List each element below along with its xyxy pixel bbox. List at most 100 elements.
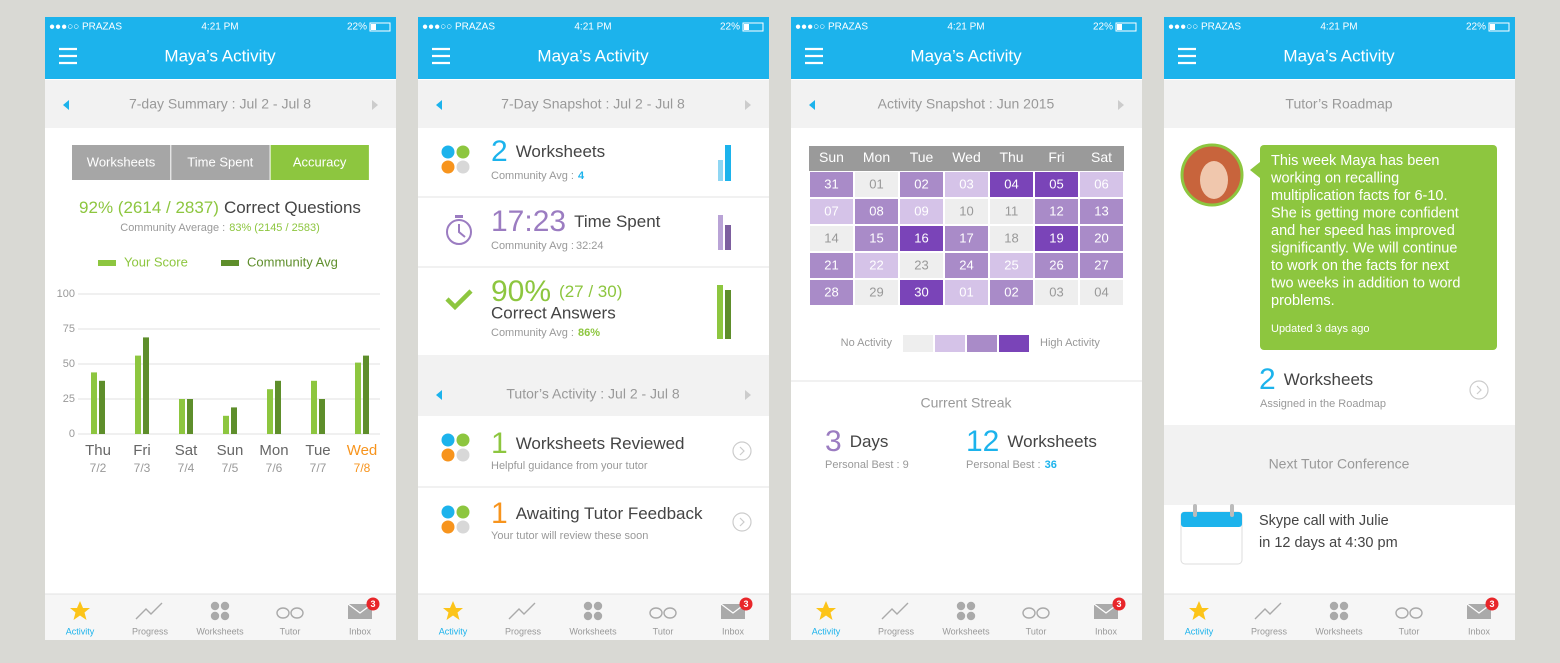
calendar-cell bbox=[1080, 199, 1123, 224]
tab-icon[interactable] bbox=[721, 604, 745, 619]
tab-icon[interactable] bbox=[956, 611, 966, 621]
calendar-day: 04 bbox=[1004, 176, 1018, 191]
tab-icon[interactable] bbox=[210, 611, 220, 621]
next-arrow[interactable] bbox=[745, 390, 751, 400]
weekday: Tue bbox=[910, 149, 934, 165]
metric: 90% (27 / 30) bbox=[491, 275, 622, 308]
chevron-button[interactable] bbox=[732, 441, 752, 461]
tab-icon[interactable] bbox=[1022, 607, 1036, 619]
tab-icon[interactable] bbox=[220, 611, 230, 621]
battery-level bbox=[1117, 24, 1122, 30]
tab-icon[interactable] bbox=[583, 611, 593, 621]
status-time: 4:21 PM bbox=[1320, 22, 1357, 33]
section-band bbox=[791, 80, 1142, 128]
tab-icon[interactable] bbox=[593, 611, 603, 621]
next-arrow[interactable] bbox=[372, 100, 378, 110]
streak-best: Personal Best : 9 bbox=[825, 459, 909, 471]
calendar-day: 04 bbox=[1094, 284, 1108, 299]
calendar-day: 05 bbox=[1049, 176, 1063, 191]
calendar-cell bbox=[1080, 253, 1123, 278]
tab-icon[interactable] bbox=[1339, 611, 1349, 621]
tab-icon[interactable] bbox=[1094, 604, 1118, 619]
calendar-cell bbox=[990, 280, 1033, 305]
legend-swatch bbox=[935, 335, 965, 352]
calendar-cell bbox=[900, 253, 943, 278]
tab-icon[interactable] bbox=[649, 607, 663, 619]
x-tick-label: Sat bbox=[175, 442, 198, 459]
tab-icon[interactable] bbox=[1395, 607, 1409, 619]
calendar-cell bbox=[945, 199, 988, 224]
tab-icon[interactable] bbox=[220, 601, 230, 611]
tab-label: Worksheets bbox=[1315, 626, 1363, 636]
label-part: 12 bbox=[966, 425, 999, 458]
tab-label: Inbox bbox=[1095, 626, 1118, 636]
calendar-cell bbox=[900, 172, 943, 197]
tab-icon[interactable] bbox=[1036, 607, 1050, 619]
calendar-cell bbox=[1080, 226, 1123, 251]
tab-icon[interactable] bbox=[1339, 601, 1349, 611]
tab-icon[interactable] bbox=[290, 607, 304, 619]
chevron-button[interactable] bbox=[1469, 380, 1489, 400]
tab-icon[interactable] bbox=[348, 604, 372, 619]
tab-icon[interactable] bbox=[966, 611, 976, 621]
tab-icon[interactable] bbox=[663, 607, 677, 619]
tab-label: Progress bbox=[1251, 626, 1288, 636]
y-tick-label: 100 bbox=[57, 288, 75, 300]
status-time: 4:21 PM bbox=[201, 22, 238, 33]
tab-label: Activity bbox=[439, 626, 468, 636]
tab-icon[interactable] bbox=[1467, 604, 1491, 619]
dots-icon bbox=[456, 145, 470, 159]
mini-chart bbox=[725, 290, 731, 339]
status-battery: 22% bbox=[347, 22, 367, 33]
weekday: Thu bbox=[999, 149, 1023, 165]
calendar-day: 01 bbox=[869, 176, 883, 191]
segment-button[interactable] bbox=[270, 145, 369, 180]
tab-icon[interactable] bbox=[1189, 601, 1209, 620]
tab-icon[interactable] bbox=[508, 602, 536, 620]
bar bbox=[311, 380, 317, 434]
segment-button[interactable] bbox=[171, 145, 270, 180]
calendar-day: 29 bbox=[869, 284, 883, 299]
tab-icon[interactable] bbox=[881, 602, 909, 620]
status-time: 4:21 PM bbox=[574, 22, 611, 33]
tab-icon[interactable] bbox=[443, 601, 463, 620]
next-arrow[interactable] bbox=[1118, 100, 1124, 110]
streak: 3 Days bbox=[825, 425, 888, 458]
tab-icon[interactable] bbox=[210, 601, 220, 611]
calendar-header bbox=[809, 146, 1124, 171]
tab-icon[interactable] bbox=[966, 601, 976, 611]
next-arrow[interactable] bbox=[745, 100, 751, 110]
bar bbox=[143, 337, 149, 434]
prev-arrow[interactable] bbox=[436, 100, 442, 110]
calendar-cell bbox=[945, 226, 988, 251]
calendar-cell bbox=[945, 280, 988, 305]
tab-icon[interactable] bbox=[956, 601, 966, 611]
tab-icon[interactable] bbox=[1409, 607, 1423, 619]
prev-arrow[interactable] bbox=[63, 100, 69, 110]
bar bbox=[99, 380, 105, 434]
metric-average-value: 32:24 bbox=[576, 240, 604, 252]
tab-icon[interactable] bbox=[593, 601, 603, 611]
calendar-day: 25 bbox=[1004, 257, 1018, 272]
section-title: Tutor’s Roadmap bbox=[1285, 96, 1392, 112]
tab-icon[interactable] bbox=[276, 607, 290, 619]
status-battery: 22% bbox=[720, 22, 740, 33]
prev-arrow[interactable] bbox=[809, 100, 815, 110]
tab-icon[interactable] bbox=[1329, 601, 1339, 611]
calendar-cell bbox=[990, 199, 1033, 224]
calendar-cell bbox=[855, 199, 898, 224]
tab-icon[interactable] bbox=[583, 601, 593, 611]
tab-icon[interactable] bbox=[135, 602, 163, 620]
tab-icon[interactable] bbox=[816, 601, 836, 620]
dots-icon bbox=[456, 433, 470, 447]
segment-button[interactable] bbox=[72, 145, 171, 180]
prev-arrow[interactable] bbox=[436, 390, 442, 400]
tab-icon[interactable] bbox=[1329, 611, 1339, 621]
chevron-button[interactable] bbox=[732, 512, 752, 532]
calendar-cell bbox=[1080, 280, 1123, 305]
tab-icon[interactable] bbox=[1254, 602, 1282, 620]
label-part: Community Average : bbox=[120, 222, 225, 234]
app-header bbox=[45, 17, 396, 79]
tab-icon[interactable] bbox=[70, 601, 90, 620]
message-line: This week Maya has been bbox=[1271, 153, 1439, 169]
